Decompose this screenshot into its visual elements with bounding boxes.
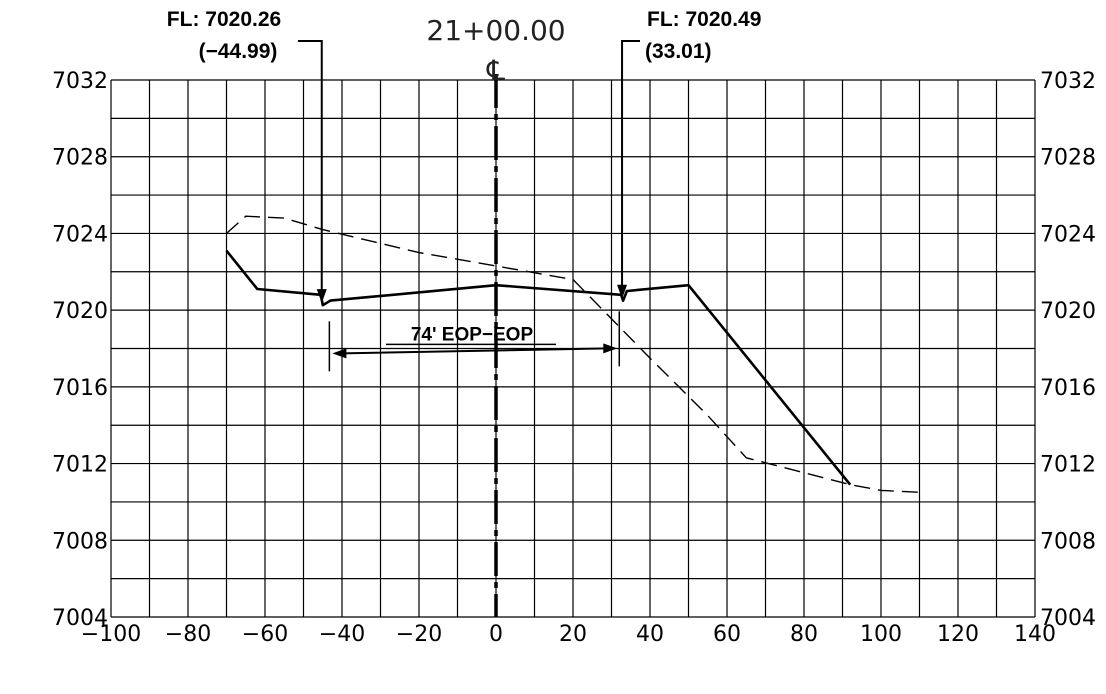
callout-left-arrowhead (316, 289, 327, 304)
station-label: 21+00.00 (426, 14, 565, 47)
x-tick-label: −80 (165, 622, 211, 647)
x-tick-label: 140 (1014, 622, 1056, 647)
y-tick-label-right: 7020 (1040, 299, 1096, 324)
callout-left-leader (298, 40, 323, 292)
annotations: 21+00.00 ℄ FL: 7020.26 (−44.99) FL: 7020.49 (… (167, 8, 761, 372)
callout-right-line1: FL: 7020.49 (647, 8, 761, 31)
x-tick-label: 120 (937, 622, 979, 647)
y-tick-label-left: 7012 (52, 453, 108, 478)
y-tick-label-right: 7028 (1040, 146, 1096, 171)
y-tick-label-left: 7028 (52, 146, 108, 171)
y-tick-label-left: 7020 (52, 299, 108, 324)
x-tick-label: −100 (81, 622, 141, 647)
y-tick-label-right: 7012 (1040, 453, 1096, 478)
x-tick-label: 100 (860, 622, 902, 647)
y-axis-right: 7032 7028 7024 7020 7016 7012 7008 7004 (1040, 69, 1096, 631)
dimension-arrow-left (332, 348, 347, 359)
y-tick-label-left: 7024 (52, 222, 108, 247)
callout-right-line2: (33.01) (645, 40, 712, 63)
dimension-arrow-right (603, 343, 618, 354)
callout-left-line1: FL: 7020.26 (167, 8, 281, 31)
dimension-line (342, 347, 608, 355)
x-tick-label: −20 (396, 622, 442, 647)
x-tick-label: 0 (489, 622, 503, 647)
x-tick-label: 40 (636, 622, 664, 647)
callout-right-leader (621, 40, 640, 287)
x-tick-label: −40 (319, 622, 365, 647)
centerline-symbol: ℄ (486, 54, 505, 87)
x-axis: −100 −80 −60 −40 −20 0 20 40 60 80 100 120 140 (81, 622, 1056, 647)
y-tick-label-right: 7032 (1040, 69, 1096, 94)
profiles (225, 215, 920, 493)
y-tick-label-left: 7004 (52, 606, 108, 631)
x-tick-label: −60 (242, 622, 288, 647)
dimension-label: 74' EOP−EOP (411, 324, 534, 345)
x-tick-label: 80 (790, 622, 818, 647)
y-tick-label-right: 7008 (1040, 529, 1096, 554)
y-tick-label-right: 7016 (1040, 376, 1096, 401)
callout-right-arrowhead (617, 284, 628, 299)
y-tick-label-left: 7008 (52, 529, 108, 554)
callout-left-line2: (−44.99) (199, 40, 278, 63)
y-tick-label-left: 7032 (52, 69, 108, 94)
y-axis-left: 7032 7028 7024 7020 7016 7012 7008 7004 (52, 69, 108, 631)
x-tick-label: 60 (713, 622, 741, 647)
x-tick-label: 20 (559, 622, 587, 647)
y-tick-label-right: 7004 (1040, 606, 1096, 631)
proposed-section-line (225, 249, 852, 486)
y-tick-label-right: 7024 (1040, 222, 1096, 247)
y-tick-label-left: 7016 (52, 376, 108, 401)
